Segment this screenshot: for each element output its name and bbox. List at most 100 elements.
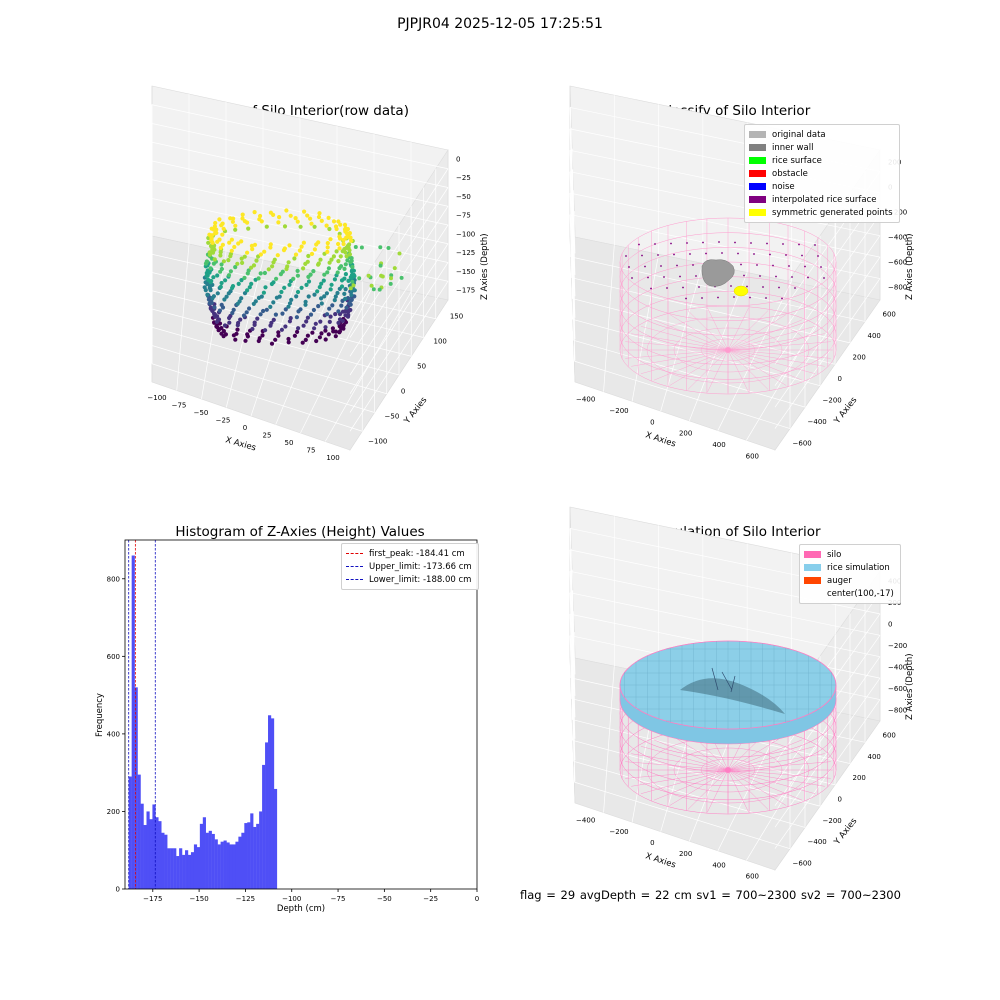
y-tick-label: 0: [838, 796, 842, 804]
data-point: [284, 208, 289, 213]
legend-entry: first_peak: -184.41 cm: [346, 547, 472, 560]
legend-entry: obstacle: [749, 167, 893, 180]
data-point: [316, 304, 321, 309]
interpolated-point: [775, 275, 777, 278]
plot1-points: [202, 208, 404, 346]
histogram-bar: [214, 839, 218, 889]
data-point: [291, 276, 296, 281]
plot2-silo-wireframe: [619, 217, 837, 395]
grid-line: [324, 291, 412, 442]
z-tick-label: −175: [456, 287, 475, 295]
plot2-legend: original data inner wall rice surface obsta…: [744, 124, 900, 223]
x-tick-label: −25: [423, 895, 438, 903]
y-tick-label: −600: [793, 439, 812, 447]
data-point: [229, 248, 234, 253]
data-point: [343, 262, 348, 267]
data-point: [336, 309, 341, 314]
grid-line: [349, 168, 449, 319]
interpolated-point: [743, 274, 745, 277]
data-point: [220, 221, 225, 226]
silo-floor-spoke: [631, 753, 729, 771]
data-point: [359, 245, 364, 250]
grid-line: [151, 141, 449, 207]
data-point: [202, 285, 207, 290]
x-tick-label: −200: [609, 828, 628, 836]
interpolated-point: [823, 277, 825, 279]
data-point: [280, 269, 285, 274]
data-point: [208, 244, 214, 249]
data-point: [319, 296, 324, 301]
z-tick-label: 0: [456, 155, 460, 163]
data-point: [312, 292, 317, 297]
data-point: [342, 276, 347, 281]
data-point: [341, 323, 346, 328]
data-point: [308, 312, 314, 317]
data-point: [219, 266, 224, 272]
data-point: [237, 299, 242, 304]
legend-swatch: [749, 209, 766, 216]
histogram-bar: [137, 774, 141, 889]
data-point: [332, 298, 337, 303]
data-point: [239, 239, 244, 244]
interpolated-point: [695, 275, 697, 277]
figure-suptitle: PJPJR04 2025-12-05 17:25:51: [397, 16, 603, 32]
grid-line: [569, 192, 881, 258]
legend-swatch: [749, 183, 766, 190]
data-point: [304, 282, 309, 287]
data-point: [288, 316, 293, 321]
legend-label: obstacle: [772, 168, 808, 179]
data-point: [318, 319, 323, 324]
data-point: [308, 216, 313, 221]
data-point: [378, 263, 383, 268]
silo-floor-spoke: [653, 319, 729, 351]
data-point: [325, 241, 330, 246]
data-point: [333, 312, 338, 317]
data-point: [377, 287, 382, 292]
interpolated-point: [820, 266, 822, 268]
interpolated-point: [807, 276, 809, 279]
data-point: [336, 320, 341, 325]
data-point: [305, 315, 310, 320]
data-point: [295, 289, 301, 295]
grid-line: [574, 360, 791, 429]
data-point: [311, 269, 316, 274]
data-point: [343, 287, 348, 292]
data-point: [230, 284, 236, 289]
data-point: [287, 301, 293, 306]
histogram-bar: [208, 830, 212, 889]
legend-swatch: [749, 170, 766, 177]
data-point: [349, 272, 355, 278]
data-point: [312, 326, 317, 331]
data-point: [222, 323, 228, 328]
silo-floor-spoke: [625, 341, 729, 351]
auger-marks: [711, 667, 736, 693]
data-point: [343, 313, 348, 318]
interpolated-point: [769, 253, 771, 256]
data-point: [344, 235, 349, 240]
histogram-bar: [140, 803, 144, 889]
data-point: [261, 308, 266, 314]
data-point: [339, 264, 344, 269]
interpolated-point: [702, 241, 704, 244]
data-point: [305, 259, 310, 264]
silo-floor-spoke: [727, 734, 787, 771]
interpolated-point: [686, 242, 688, 244]
data-point: [258, 252, 263, 257]
legend-label: interpolated rice surface: [772, 194, 877, 205]
data-point: [283, 307, 288, 312]
histogram-bar: [196, 847, 201, 889]
data-point: [266, 267, 271, 272]
data-point: [276, 220, 281, 225]
data-point: [263, 328, 268, 333]
silo-floor-spoke: [640, 349, 729, 374]
data-point: [324, 291, 329, 296]
interpolated-point: [814, 244, 816, 246]
data-point: [311, 307, 316, 313]
data-point: [292, 256, 297, 261]
interpolated-point: [778, 286, 780, 289]
data-point: [287, 282, 292, 287]
data-point: [285, 264, 290, 269]
data-point: [321, 278, 326, 283]
data-point: [333, 334, 338, 339]
